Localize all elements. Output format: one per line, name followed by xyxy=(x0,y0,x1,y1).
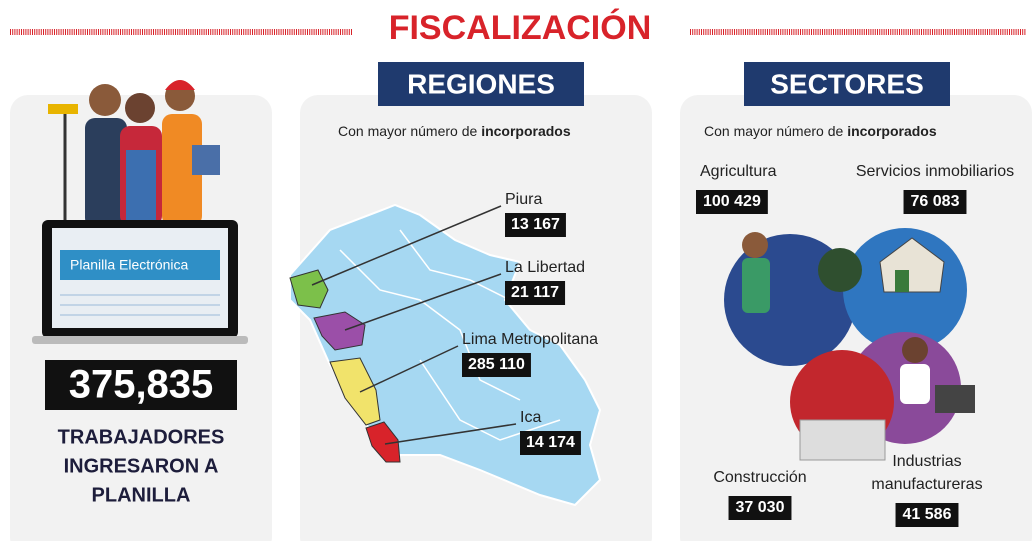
subtitle-bold: incorporados xyxy=(481,123,571,139)
subtitle: Con mayor número de incorporados xyxy=(704,123,937,139)
region-value: 21 117 xyxy=(511,284,559,301)
value-box xyxy=(505,281,566,305)
subtitle-text: Con mayor número de xyxy=(338,123,478,139)
screen-banner xyxy=(60,250,220,280)
sector-label: Industrias xyxy=(892,453,961,470)
screen-table xyxy=(60,294,220,316)
sector-value: 41 586 xyxy=(903,506,952,523)
caption-line: TRABAJADORES xyxy=(58,426,225,448)
value-box xyxy=(696,190,768,214)
screen-text: Planilla Electrónica xyxy=(70,257,188,273)
region-label: La Libertad xyxy=(505,259,585,276)
value-box xyxy=(903,190,967,214)
sector-label: Servicios inmobiliarios xyxy=(856,163,1014,180)
heading-box xyxy=(378,62,584,106)
leader-line xyxy=(344,273,502,331)
region-value: 13 167 xyxy=(511,216,560,233)
sector-illustrations xyxy=(724,228,975,461)
total-value: 375,835 xyxy=(69,363,214,407)
value-box xyxy=(895,503,959,527)
leader-line xyxy=(384,423,517,445)
region-label: Ica xyxy=(520,409,541,426)
caption-line: PLANILLA xyxy=(92,484,191,506)
leader-line xyxy=(311,205,502,286)
value-box xyxy=(45,360,237,410)
heading-box xyxy=(744,62,950,106)
sector-value: 100 429 xyxy=(703,193,761,210)
value-box xyxy=(728,496,792,520)
caption-line: INGRESARON A xyxy=(64,455,219,477)
region-value: 285 110 xyxy=(468,356,525,373)
region-value: 14 174 xyxy=(526,434,575,451)
region-label: Piura xyxy=(505,191,542,208)
sector-value: 76 083 xyxy=(911,193,960,210)
sector-label: Construcción xyxy=(713,469,806,486)
subtitle: Con mayor número de incorporados xyxy=(338,123,571,139)
sector-label: manufactureras xyxy=(871,476,982,493)
workers-illustration xyxy=(48,80,220,230)
sector-value: 37 030 xyxy=(736,499,785,516)
title: FISCALIZACIÓN xyxy=(389,9,652,47)
leader-line xyxy=(359,345,459,393)
value-box xyxy=(462,353,531,377)
laptop-base xyxy=(32,336,248,344)
value-box xyxy=(520,431,581,455)
heading: SECTORES xyxy=(770,68,924,99)
subtitle-bold: incorporados xyxy=(847,123,937,139)
peru-map xyxy=(289,203,602,507)
region-label: Lima Metropolitana xyxy=(462,331,598,348)
sector-label: Agricultura xyxy=(700,163,777,180)
subtitle-text: Con mayor número de xyxy=(704,123,844,139)
heading: REGIONES xyxy=(407,68,555,99)
value-box xyxy=(505,213,566,237)
